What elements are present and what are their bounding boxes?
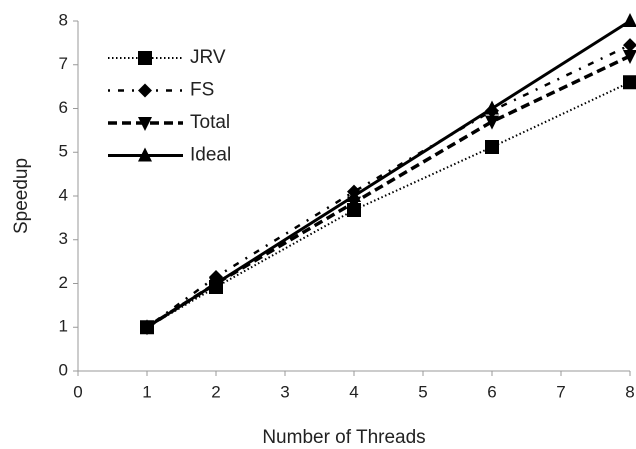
legend-label: Ideal — [190, 145, 231, 166]
legend-marker — [138, 117, 152, 131]
data-point — [347, 188, 361, 202]
y-tick-label: 1 — [59, 317, 68, 336]
data-point — [623, 50, 636, 64]
data-point — [485, 115, 499, 130]
y-tick-label: 6 — [59, 98, 68, 117]
data-point — [623, 13, 636, 27]
x-tick-label: 1 — [142, 382, 151, 401]
legend-label: JRV — [190, 47, 226, 68]
x-tick-label: 8 — [625, 382, 634, 401]
x-tick-label: 7 — [556, 382, 565, 401]
y-tick-label: 8 — [59, 10, 68, 29]
legend-marker — [138, 51, 152, 65]
data-point — [485, 140, 499, 154]
legend-marker — [138, 147, 152, 162]
x-tick-label: 2 — [211, 382, 220, 401]
y-tick-label: 7 — [59, 54, 68, 73]
data-point — [140, 319, 154, 334]
y-axis-title: Speedup — [11, 158, 32, 234]
legend-label: FS — [190, 80, 214, 101]
y-tick-label: 5 — [59, 142, 68, 161]
x-axis-title: Number of Threads — [262, 427, 425, 448]
legend-label: Total — [190, 112, 230, 133]
series-line — [146, 81, 631, 329]
x-tick-label: 3 — [280, 382, 289, 401]
x-tick-label: 5 — [418, 382, 427, 401]
data-point — [623, 75, 636, 90]
x-tick-label: 6 — [487, 382, 496, 401]
y-tick-label: 4 — [59, 185, 68, 204]
data-point — [209, 275, 223, 290]
data-point — [623, 38, 636, 53]
data-point — [485, 100, 499, 115]
y-tick-label: 0 — [59, 360, 68, 379]
x-tick-label: 4 — [349, 382, 358, 401]
x-tick-label: 0 — [73, 382, 82, 401]
legend-marker — [138, 83, 152, 98]
y-tick-label: 3 — [59, 229, 68, 248]
y-tick-label: 2 — [59, 273, 68, 292]
